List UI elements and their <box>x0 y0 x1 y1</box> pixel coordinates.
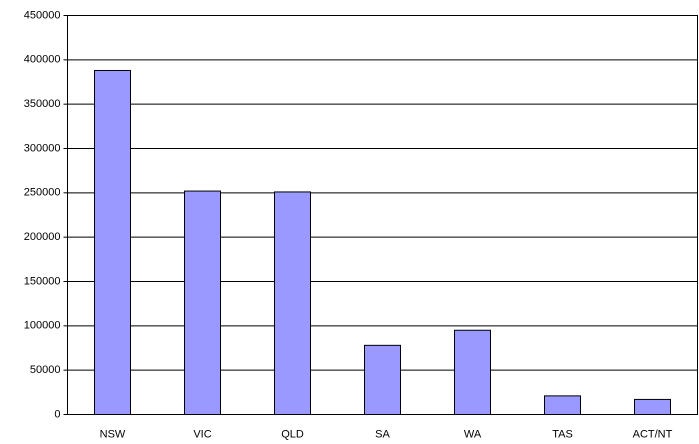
y-tick-label: 100000 <box>24 320 61 332</box>
x-tick-label: SA <box>375 428 390 440</box>
y-tick-label: 250000 <box>24 187 61 199</box>
x-tick-label: ACT/NT <box>633 428 673 440</box>
y-tick-label: 300000 <box>24 142 61 154</box>
bar <box>544 395 581 416</box>
x-tick-label: TAS <box>552 428 573 440</box>
x-tick-label: WA <box>464 428 482 440</box>
bar <box>274 191 311 415</box>
bar <box>364 344 401 415</box>
y-tick-label: 400000 <box>24 54 61 66</box>
y-tick-label: 50000 <box>30 364 61 376</box>
x-tick-label: QLD <box>281 428 304 440</box>
y-tick-label: 0 <box>54 408 60 420</box>
x-tick-label: VIC <box>193 428 211 440</box>
x-tick-label: NSW <box>100 428 126 440</box>
bar <box>184 190 221 415</box>
bar <box>634 398 671 415</box>
y-tick-label: 200000 <box>24 231 61 243</box>
y-tick-label: 450000 <box>24 9 61 21</box>
bar <box>454 329 491 415</box>
y-tick-label: 350000 <box>24 98 61 110</box>
y-tick-label: 150000 <box>24 275 61 287</box>
bar <box>94 69 131 416</box>
